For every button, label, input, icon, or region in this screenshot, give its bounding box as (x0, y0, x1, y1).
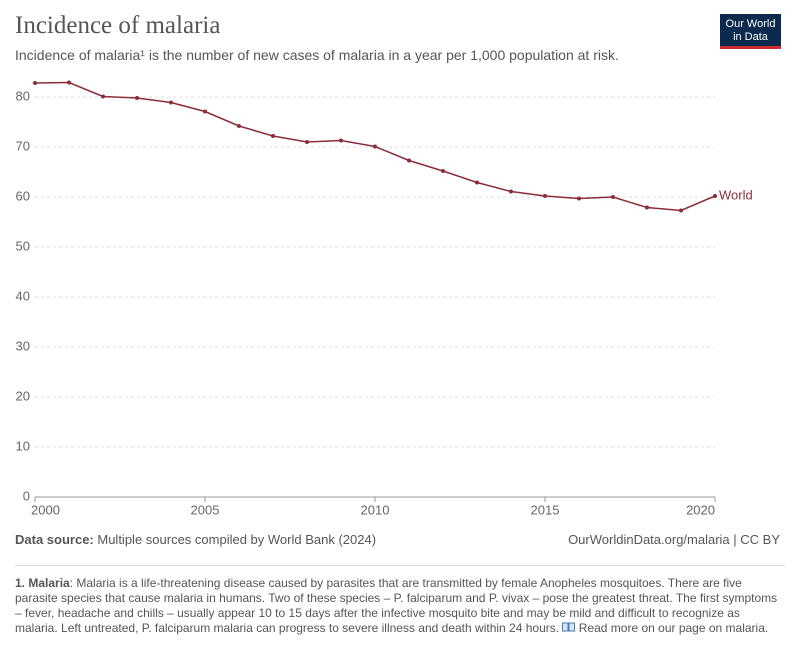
y-tick-label: 40 (16, 288, 30, 303)
url[interactable]: OurWorldinData.org/malaria | CC BY (568, 532, 780, 547)
point (441, 169, 445, 173)
chart: 0 10 20 30 40 50 60 70 80 2000 2005 2010 2015 2020 Wor… (16, 80, 753, 517)
series-label: World (719, 187, 753, 202)
x-tick-label: 2020 (686, 502, 715, 517)
point (33, 81, 37, 85)
point (203, 109, 207, 114)
point (645, 205, 649, 210)
point (305, 140, 309, 144)
point (271, 134, 275, 138)
chart-subtitle: Incidence of malaria¹ is the number of n… (15, 47, 619, 63)
x-tick-label: 2015 (531, 502, 560, 517)
chart-title: Incidence of malaria (15, 12, 221, 39)
point (237, 124, 241, 128)
footnote-label: 1. Malaria (15, 576, 70, 590)
point (373, 144, 377, 149)
y-tick-label: 70 (16, 138, 30, 153)
point (101, 94, 105, 99)
point (577, 196, 581, 201)
y-tick-label: 60 (16, 188, 30, 203)
logo-line: Our World (725, 18, 776, 30)
point (475, 180, 479, 185)
point (135, 96, 139, 100)
point (679, 208, 683, 213)
logo[interactable]: Our World in Data (720, 14, 781, 49)
point (407, 158, 411, 163)
logo-line: in Data (733, 31, 768, 43)
x-tick-label: 2000 (31, 502, 60, 517)
point (509, 189, 513, 194)
y-tick-label: 80 (16, 88, 30, 103)
separator (15, 565, 785, 566)
x-tick-label: 2005 (191, 502, 220, 517)
source-text: Multiple sources compiled by World Bank … (97, 532, 377, 547)
point (543, 194, 547, 198)
source-label: Data source: (15, 532, 94, 547)
y-tick-label: 20 (16, 388, 30, 403)
point (169, 100, 173, 105)
y-tick-label: 50 (16, 238, 30, 253)
point (339, 138, 343, 143)
footnote-text: : Malaria is a life-threatening disease … (15, 576, 778, 635)
x-tick-label: 2010 (361, 502, 390, 517)
point (713, 194, 717, 198)
footnote: 1. Malaria: Malaria is a life-threatenin… (15, 576, 785, 636)
y-tick-label: 10 (16, 438, 30, 453)
footnote-link[interactable]: Read more on our page on malaria. (578, 621, 769, 635)
y-tick-label: 30 (16, 338, 30, 353)
source: Data source: Multiple sources compiled b… (15, 532, 376, 547)
point (611, 195, 615, 199)
y-tick-label: 0 (23, 488, 30, 503)
book-icon (562, 622, 576, 632)
point (67, 80, 71, 85)
